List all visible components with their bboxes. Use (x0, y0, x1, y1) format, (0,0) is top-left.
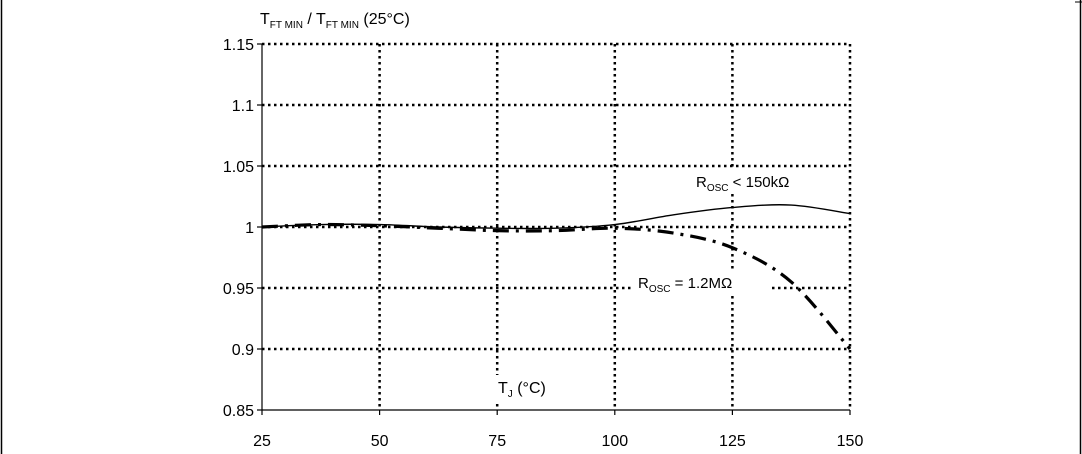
x-axis-label: TJ (°C) (498, 380, 546, 400)
y-tick-label: 1.05 (223, 159, 254, 176)
gridlines (262, 42, 852, 410)
axes (257, 43, 851, 415)
series-line-rosc-150k (261, 204, 851, 230)
x-tick-label: 150 (837, 433, 864, 450)
y-tick-label: 0.9 (232, 342, 254, 359)
x-tick-label: 125 (719, 433, 746, 450)
x-tick-label: 50 (371, 433, 389, 450)
series-layer (261, 204, 852, 351)
x-tick-label: 25 (253, 433, 271, 450)
annotation-1-bg (690, 170, 830, 194)
y-tick-label: 1.15 (223, 37, 254, 54)
x-tick-label: 75 (488, 433, 506, 450)
y-tick-label: 0.95 (223, 281, 254, 298)
x-axis-label-bg (494, 375, 592, 401)
annotation-rosc-150k: ROSC < 150kΩ (696, 174, 789, 194)
y-tick-label: 1.1 (232, 98, 254, 115)
annotation-rosc-1p2m: ROSC = 1.2MΩ (638, 275, 732, 295)
annotation-2-bg (632, 271, 772, 295)
y-axis-label: TFT MIN / TFT MIN (25°C) (260, 11, 410, 31)
tick-labels: 0.85 0.9 0.95 1 1.05 1.1 1.15 25 50 75 100 125 150 (223, 37, 864, 450)
plot-area: 0.85 0.9 0.95 1 1.05 1.1 1.15 25 50 75 100 125 150 (223, 37, 864, 450)
y-tick-label: 0.85 (223, 403, 254, 420)
y-tick-label: 1 (245, 220, 254, 237)
x-tick-label: 100 (601, 433, 628, 450)
series-line-rosc-1p2m (261, 222, 852, 351)
